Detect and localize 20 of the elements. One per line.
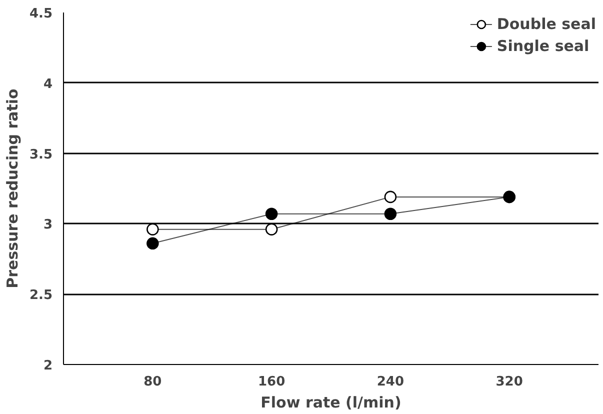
x-tick-label: 320 <box>496 374 523 390</box>
y-axis-title: Pressure reducing ratio <box>3 88 22 288</box>
x-axis-title: Flow rate (l/min) <box>260 394 402 412</box>
point <box>146 237 159 250</box>
y-tick-label: 2 <box>43 358 52 374</box>
point <box>384 208 397 220</box>
y-tick-label: 4 <box>43 76 52 92</box>
legend-label: Single seal <box>496 37 590 55</box>
y-tick-label: 2.5 <box>29 288 52 304</box>
y-tick-label: 3 <box>43 218 52 233</box>
point <box>265 223 278 236</box>
point <box>265 208 278 220</box>
y-tick-label: 4.5 <box>29 6 52 22</box>
legend-label: Double seal <box>496 15 596 33</box>
x-tick-label: 160 <box>258 374 286 390</box>
y-tick-label: 3.5 <box>29 147 52 162</box>
point <box>146 223 159 236</box>
x-tick-label: 80 <box>144 374 162 390</box>
point <box>384 190 397 204</box>
x-tick-label: 240 <box>376 374 404 390</box>
